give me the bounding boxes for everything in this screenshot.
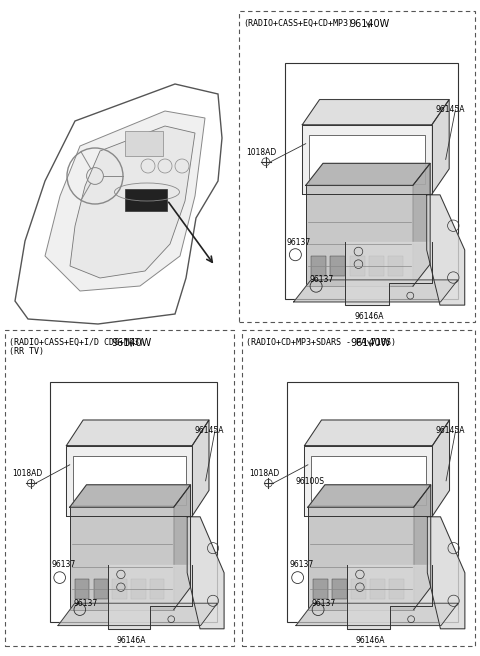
Bar	[5, 330, 234, 646]
Text: 96146A: 96146A	[356, 636, 385, 645]
Polygon shape	[414, 485, 431, 609]
Text: 1018AD: 1018AD	[250, 470, 280, 478]
Text: 96145A: 96145A	[435, 106, 465, 114]
Bar	[72, 456, 186, 505]
Polygon shape	[308, 485, 431, 507]
Text: 96146A: 96146A	[354, 312, 384, 321]
Polygon shape	[108, 565, 192, 629]
Bar	[288, 382, 458, 623]
Text: 96140W: 96140W	[111, 338, 151, 348]
Polygon shape	[432, 100, 449, 194]
Bar	[332, 579, 347, 600]
Text: 96137: 96137	[309, 276, 334, 285]
Text: 96137: 96137	[51, 560, 75, 569]
Bar	[285, 62, 458, 298]
Bar	[112, 579, 127, 600]
Text: (RADIO+CASS+EQ+CD+MP3): (RADIO+CASS+EQ+CD+MP3)	[243, 19, 353, 28]
Bar	[388, 256, 403, 276]
Text: (RR TV): (RR TV)	[9, 347, 44, 356]
Bar	[369, 256, 384, 276]
Bar	[131, 579, 145, 600]
Polygon shape	[304, 420, 449, 445]
Text: 96145A: 96145A	[436, 426, 465, 435]
Bar	[308, 507, 414, 609]
Bar	[351, 579, 366, 600]
Text: 1018AD: 1018AD	[12, 470, 43, 478]
Text: 96140W: 96140W	[350, 338, 390, 348]
Text: 96137: 96137	[287, 237, 311, 247]
Polygon shape	[427, 517, 465, 629]
Bar	[370, 579, 385, 600]
Polygon shape	[306, 163, 430, 186]
Polygon shape	[294, 280, 458, 302]
Polygon shape	[174, 485, 191, 609]
Polygon shape	[296, 604, 458, 626]
Bar	[313, 579, 328, 600]
Polygon shape	[427, 195, 465, 305]
Text: 96146A: 96146A	[117, 636, 146, 645]
Polygon shape	[346, 242, 432, 305]
Polygon shape	[192, 420, 209, 516]
Text: (RADIO+CASS+EQ+I/D CDC+MP3): (RADIO+CASS+EQ+I/D CDC+MP3)	[9, 338, 144, 347]
Text: 96145A: 96145A	[195, 426, 224, 435]
Bar	[242, 330, 475, 646]
Bar	[150, 579, 164, 600]
Bar	[330, 256, 346, 276]
Polygon shape	[302, 100, 449, 125]
Bar	[239, 11, 475, 322]
Text: 96140W: 96140W	[349, 19, 389, 29]
Bar	[306, 186, 413, 286]
Bar	[94, 579, 108, 600]
Polygon shape	[187, 517, 224, 629]
Polygon shape	[304, 445, 432, 516]
Polygon shape	[347, 565, 432, 629]
Polygon shape	[70, 126, 195, 278]
Bar	[349, 256, 365, 276]
Bar	[389, 579, 404, 600]
Bar	[125, 131, 163, 156]
Bar	[75, 579, 89, 600]
Text: 96137: 96137	[289, 560, 313, 569]
Polygon shape	[66, 420, 209, 445]
Bar	[70, 507, 174, 609]
Polygon shape	[45, 111, 205, 291]
Polygon shape	[302, 125, 432, 194]
Polygon shape	[66, 445, 192, 516]
Bar	[125, 189, 167, 211]
Bar	[311, 256, 326, 276]
Text: 96100S: 96100S	[296, 477, 325, 486]
Text: (RADIO+CD+MP3+SDARS - PA 710S): (RADIO+CD+MP3+SDARS - PA 710S)	[246, 338, 396, 347]
Polygon shape	[413, 163, 430, 286]
Polygon shape	[432, 420, 449, 516]
Bar	[311, 456, 426, 505]
Text: 96137: 96137	[312, 599, 336, 607]
Polygon shape	[70, 485, 191, 507]
Bar	[309, 135, 425, 184]
Polygon shape	[58, 604, 217, 626]
Text: 96137: 96137	[73, 599, 97, 607]
Bar	[49, 382, 217, 623]
Text: 1018AD: 1018AD	[247, 148, 277, 157]
